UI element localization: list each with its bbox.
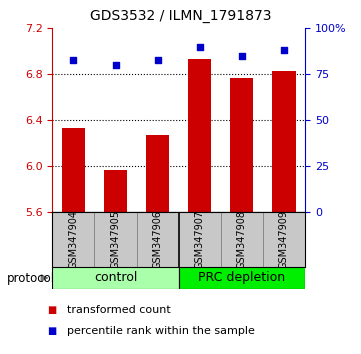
Text: GSM347909: GSM347909 <box>279 210 289 269</box>
Text: ■: ■ <box>47 326 56 336</box>
Text: GSM347904: GSM347904 <box>68 210 78 269</box>
Text: PRC depletion: PRC depletion <box>198 272 286 284</box>
Bar <box>230 78 253 212</box>
Text: protocol: protocol <box>7 273 55 285</box>
Bar <box>62 129 85 212</box>
Bar <box>104 170 127 212</box>
Text: GSM347907: GSM347907 <box>195 210 205 269</box>
Text: ■: ■ <box>47 305 56 315</box>
Text: percentile rank within the sample: percentile rank within the sample <box>67 326 255 336</box>
Text: control: control <box>94 272 137 284</box>
Point <box>113 62 118 68</box>
Point <box>281 47 287 53</box>
Bar <box>146 135 169 212</box>
Point <box>239 53 245 59</box>
Point <box>197 44 203 50</box>
Point <box>155 57 161 62</box>
Text: transformed count: transformed count <box>67 305 170 315</box>
Text: GSM347908: GSM347908 <box>237 210 247 269</box>
Bar <box>52 267 179 289</box>
Point <box>70 57 76 62</box>
Text: GSM347905: GSM347905 <box>110 210 121 269</box>
Bar <box>179 267 305 289</box>
Text: GSM347906: GSM347906 <box>153 210 163 269</box>
Bar <box>188 59 211 212</box>
Bar <box>273 71 296 212</box>
Text: GDS3532 / ILMN_1791873: GDS3532 / ILMN_1791873 <box>90 9 271 23</box>
